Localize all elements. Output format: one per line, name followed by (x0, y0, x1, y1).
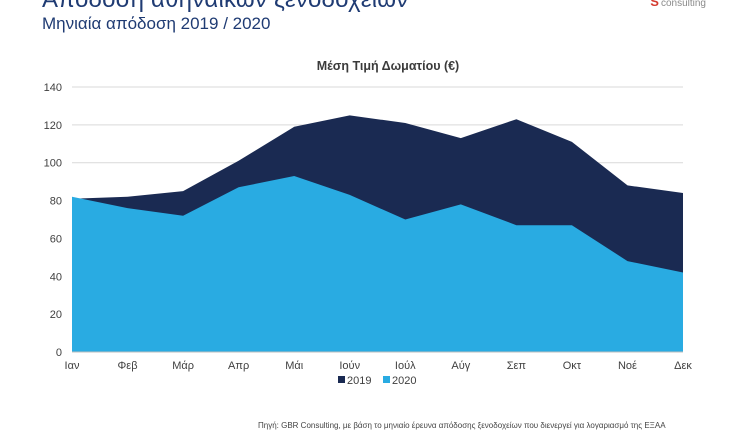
x-tick-label: Ιαν (65, 360, 80, 372)
chart-title: Μέση Τιμή Δωματίου (€) (317, 59, 459, 73)
x-tick-label: Φεβ (118, 360, 138, 372)
legend-swatch-2020 (383, 376, 390, 383)
y-tick-label: 60 (50, 233, 62, 245)
logo-mark-icon: S (650, 0, 659, 9)
legend-label-2019: 2019 (347, 375, 371, 387)
y-tick-label: 120 (44, 120, 62, 132)
x-tick-label: Νοέ (618, 360, 637, 372)
y-tick-label: 80 (50, 196, 62, 208)
x-tick-label: Απρ (228, 360, 249, 372)
y-tick-label: 100 (44, 158, 62, 170)
y-tick-label: 40 (50, 271, 62, 283)
x-tick-label: Σεπ (507, 360, 527, 372)
legend-swatch-2019 (338, 376, 345, 383)
logo-text: consulting (660, 0, 706, 9)
x-tick-label: Δεκ (674, 360, 692, 372)
x-axis: Ιαν Φεβ Μάρ Απρ Μάι Ιούν Ιούλ Αύγ Σεπ Οκτ Νοέ Δεκ (65, 351, 692, 372)
x-tick-label: Ιούλ (395, 360, 416, 372)
y-axis: 0 20 40 60 80 100 120 140 (44, 82, 62, 359)
x-tick-label: Μάρ (172, 360, 194, 372)
x-tick-label: Μάι (285, 360, 304, 372)
x-tick-label: Οκτ (563, 360, 582, 372)
source-note: Πηγή: GBR Consulting, με βάση το μηνιαίο… (258, 421, 666, 430)
legend: 2019 2020 (338, 375, 416, 387)
x-tick-label: Αύγ (451, 360, 470, 372)
y-tick-label: 0 (56, 347, 62, 359)
y-tick-label: 20 (50, 309, 62, 321)
x-tick-label: Ιούν (339, 360, 360, 372)
area-series-2020 (72, 176, 683, 352)
legend-label-2020: 2020 (392, 375, 416, 387)
page-subtitle: Μηνιαία απόδοση 2019 / 2020 (42, 14, 271, 33)
y-tick-label: 140 (44, 82, 62, 94)
page-title: Απόδοση αθηναϊκών ξενοδοχείων (42, 0, 408, 14)
series-areas (72, 115, 683, 353)
